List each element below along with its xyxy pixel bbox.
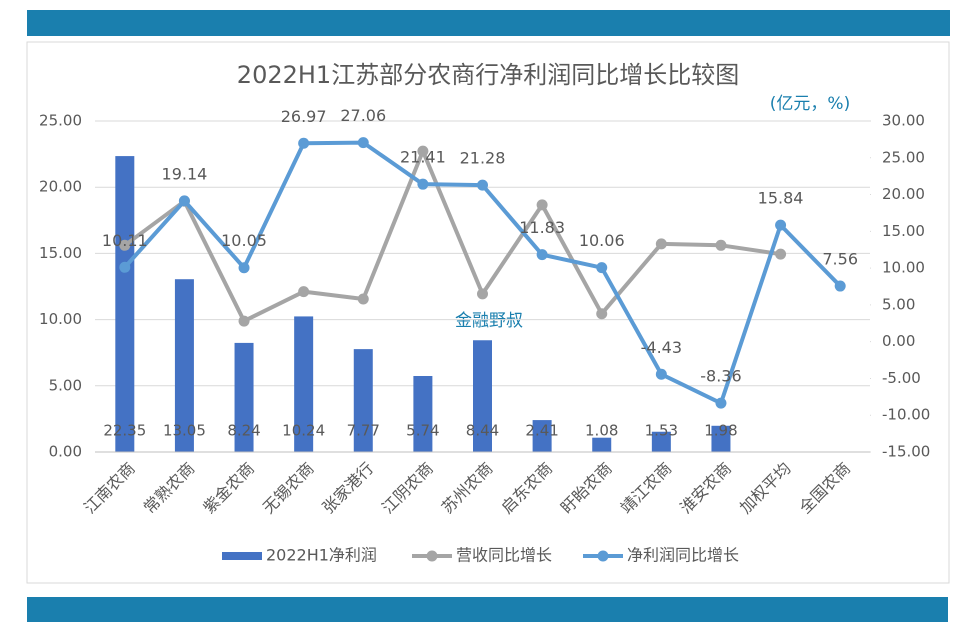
- point: [596, 308, 608, 320]
- point: [298, 137, 310, 149]
- legend-swatch: [426, 550, 438, 562]
- point: [119, 239, 131, 251]
- bar-label: 1.53: [645, 422, 678, 440]
- point: [536, 199, 548, 211]
- legend-swatch: [597, 550, 609, 562]
- bar: [234, 342, 254, 452]
- legend-label: 营收同比增长: [456, 546, 552, 565]
- line: [123, 149, 781, 324]
- point-label: 19.14: [162, 164, 208, 183]
- point: [775, 248, 787, 260]
- bar-label: 13.05: [163, 422, 206, 440]
- y2-tick-label: 5.00: [882, 295, 915, 313]
- point: [417, 178, 429, 190]
- legend-label: 净利润同比增长: [627, 546, 739, 565]
- point: [417, 145, 429, 157]
- y2-tick-label: 0.00: [882, 332, 915, 350]
- y2-tick-label: 20.00: [882, 185, 925, 203]
- bar: [592, 437, 612, 452]
- point: [357, 137, 369, 149]
- bottom-band: [27, 597, 948, 622]
- point: [178, 195, 190, 207]
- bar: [115, 156, 135, 452]
- point: [477, 179, 488, 191]
- y-tick-label: 5.00: [49, 376, 82, 394]
- bar: [651, 431, 671, 452]
- point-label: 10.06: [579, 231, 625, 250]
- point: [715, 397, 727, 409]
- y-tick-label: 0.00: [49, 443, 82, 461]
- bar-label: 8.24: [227, 422, 260, 440]
- bar-label: 22.35: [103, 422, 146, 440]
- watermark: 金融野叔: [455, 311, 523, 331]
- chart-title: 2022H1江苏部分农商行净利润同比增长比较图: [237, 61, 739, 89]
- point: [655, 368, 667, 380]
- bar-label: 5.74: [406, 422, 439, 440]
- bar: [413, 376, 433, 452]
- bar-label: 10.24: [282, 422, 325, 440]
- y-tick-label: 25.00: [39, 112, 82, 130]
- unit-note: (亿元，%): [770, 94, 850, 114]
- bar: [294, 316, 314, 452]
- point-label: 7.56: [822, 250, 858, 269]
- point: [238, 262, 250, 274]
- y2-tick-label: -10.00: [882, 406, 930, 424]
- point-label: 26.97: [281, 107, 327, 126]
- top-band: [27, 10, 950, 36]
- y2-tick-label: -15.00: [882, 443, 930, 461]
- y2-tick-label: 25.00: [882, 148, 925, 166]
- y2-tick-label: -5.00: [882, 369, 921, 387]
- y-tick-label: 10.00: [39, 310, 82, 328]
- bar-label: 1.98: [704, 422, 737, 440]
- point-label: 27.06: [340, 106, 386, 125]
- point: [357, 293, 369, 305]
- point: [536, 249, 548, 261]
- point: [238, 315, 250, 327]
- point: [655, 238, 667, 250]
- point-label: 15.84: [758, 189, 804, 208]
- point: [775, 219, 787, 231]
- y2-tick-label: 30.00: [882, 112, 925, 130]
- bar-label: 1.08: [585, 422, 618, 440]
- point: [119, 261, 131, 273]
- point-label: 10.11: [102, 231, 148, 250]
- bar: [174, 279, 194, 452]
- point-label: 11.83: [519, 218, 565, 237]
- bar: [473, 340, 492, 452]
- legend-swatch: [222, 552, 262, 560]
- bar-label: 7.77: [347, 422, 380, 440]
- y2-tick-label: 15.00: [882, 222, 925, 240]
- bar-label: 2.41: [525, 422, 558, 440]
- point-label: 10.05: [221, 231, 267, 250]
- bar: [353, 349, 373, 452]
- y2-tick-label: 10.00: [882, 259, 925, 277]
- bar: [532, 420, 552, 452]
- legend-label: 2022H1净利润: [266, 546, 377, 565]
- y-tick-label: 20.00: [39, 178, 82, 196]
- bar: [711, 425, 731, 452]
- point: [477, 288, 488, 300]
- point-label: -8.36: [700, 367, 741, 386]
- point: [596, 262, 608, 274]
- point-label: 21.28: [460, 149, 506, 168]
- point: [834, 280, 846, 292]
- point-label: -4.43: [641, 338, 682, 357]
- bar-label: 8.44: [466, 422, 499, 440]
- y-tick-label: 15.00: [39, 244, 82, 262]
- point-label: 21.41: [400, 148, 446, 167]
- point: [715, 239, 727, 251]
- point: [298, 286, 310, 298]
